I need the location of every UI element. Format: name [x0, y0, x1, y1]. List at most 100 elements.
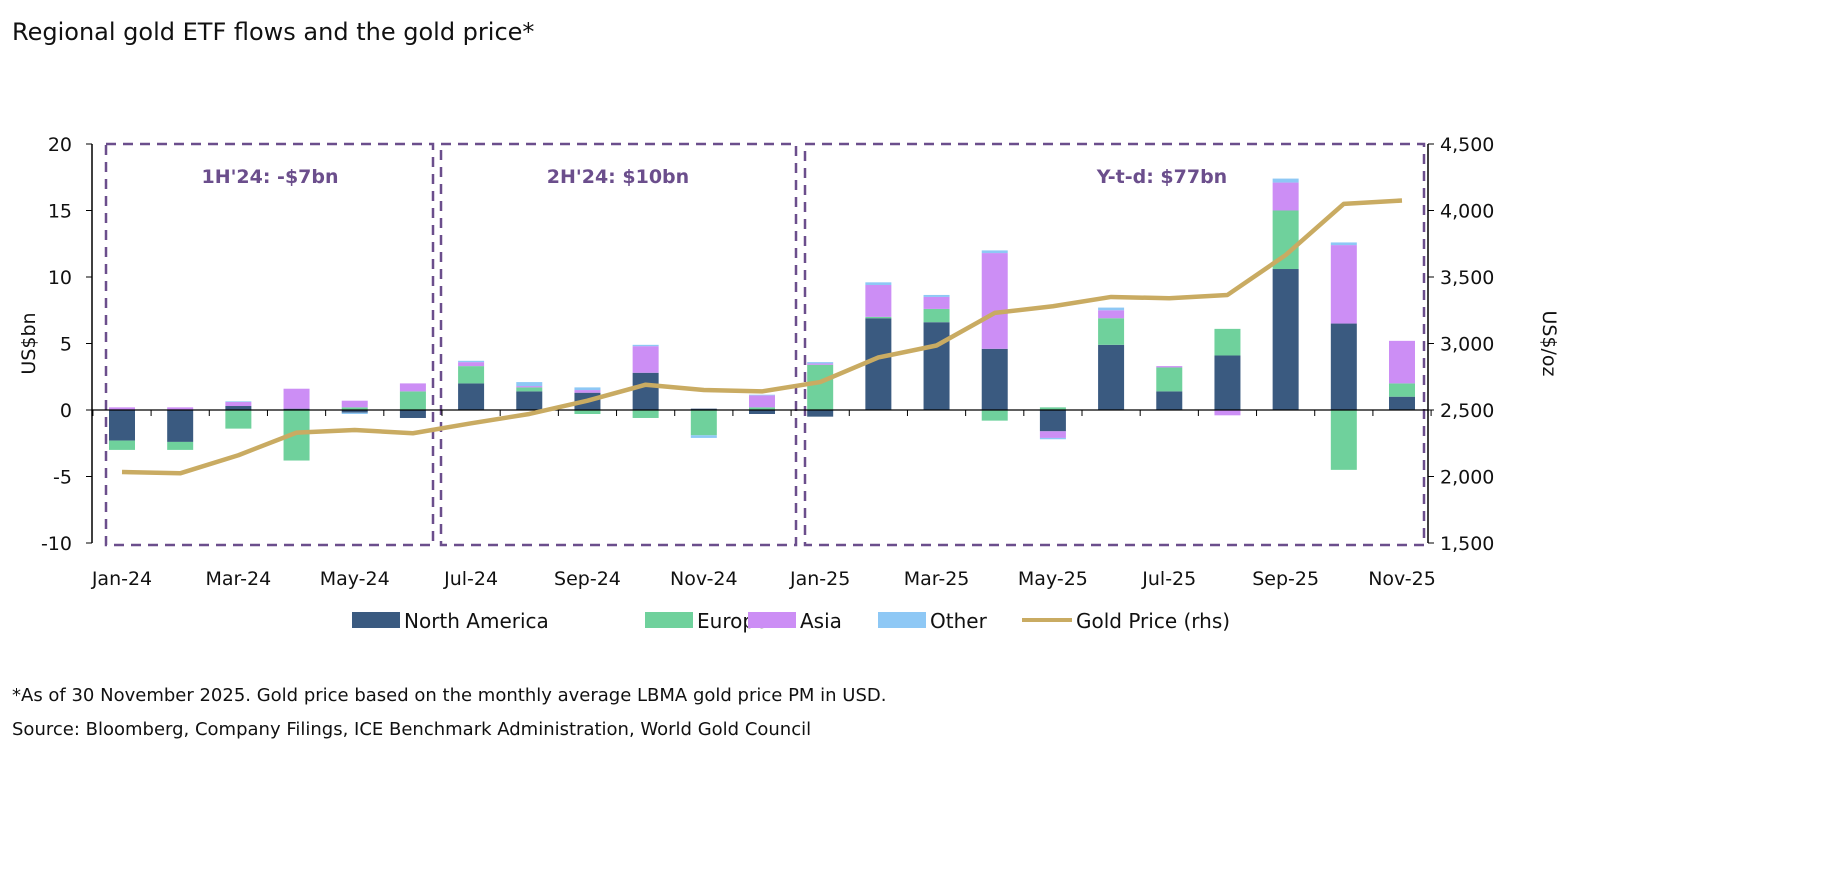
bar-north-america: [109, 410, 135, 441]
bar-other: [632, 344, 659, 347]
y-axis-label: US$bn: [18, 312, 40, 374]
bar-asia: [807, 363, 834, 365]
x-tick-label: Jan-24: [91, 568, 152, 590]
bar-other: [865, 282, 892, 285]
gold-price-line: [121, 198, 1403, 476]
bar-north-america: [749, 410, 775, 414]
bar-north-america: [225, 406, 252, 410]
bar-europe: [167, 441, 194, 450]
bar-europe: [690, 410, 717, 436]
bar-asia: [865, 284, 892, 317]
bar-europe: [1098, 318, 1125, 345]
bar-europe: [981, 410, 1008, 421]
bar-asia: [341, 400, 368, 408]
y2-tick-label: 3,500: [1440, 267, 1494, 289]
y2-tick-label: 1,500: [1440, 533, 1494, 555]
bar-europe: [109, 440, 135, 450]
bar-asia: [1098, 310, 1125, 319]
bar-asia: [1330, 245, 1357, 324]
y-tick-label: -5: [53, 467, 72, 489]
bar-europe: [341, 407, 368, 410]
bar-other: [458, 360, 485, 363]
bar-europe: [574, 410, 601, 414]
y-tick-label: 10: [48, 267, 72, 289]
y2-tick-label: 4,500: [1440, 134, 1494, 156]
x-tick-label: Nov-25: [1368, 568, 1436, 590]
bar-europe: [807, 364, 834, 410]
bar-asia: [1039, 431, 1066, 438]
bar-asia: [1156, 366, 1183, 368]
bar-other: [807, 362, 834, 364]
bar-europe: [865, 316, 892, 319]
bar-asia: [632, 346, 659, 373]
bar-north-america: [690, 408, 717, 410]
bar-other: [749, 394, 775, 396]
y-tick-label: 0: [60, 400, 72, 422]
bar-asia: [458, 362, 485, 367]
bar-asia: [167, 407, 194, 410]
x-tick-label: May-24: [320, 568, 390, 590]
bar-north-america: [1214, 355, 1241, 410]
bar-north-america: [458, 383, 485, 410]
bar-north-america: [399, 410, 426, 418]
bar-asia: [749, 395, 775, 408]
bar-europe: [749, 407, 775, 410]
x-tick-label: Sep-25: [1252, 568, 1319, 590]
bar-other: [341, 412, 368, 414]
legend-swatch: [352, 612, 400, 628]
bar-asia: [1272, 182, 1299, 211]
footnote: *As of 30 November 2025. Gold price base…: [12, 685, 887, 706]
period-box: [439, 142, 798, 547]
legend-swatch: [645, 612, 693, 628]
bar-europe: [1039, 407, 1066, 410]
bar-europe: [1214, 328, 1241, 356]
bar-asia: [574, 390, 601, 393]
bar-other: [923, 294, 950, 297]
bar-north-america: [1156, 391, 1183, 410]
bar-north-america: [807, 410, 834, 417]
bar-europe: [516, 387, 543, 392]
period-box: [803, 142, 1426, 547]
bar-north-america: [341, 410, 368, 413]
bar-north-america: [1098, 344, 1125, 410]
bar-asia: [1389, 340, 1415, 384]
bar-europe: [1156, 367, 1183, 392]
period-annotation: Y-t-d: $77bn: [1096, 166, 1227, 188]
y-tick-label: -10: [41, 533, 72, 555]
legend-label: Gold Price (rhs): [1076, 609, 1230, 633]
bar-north-america: [167, 410, 194, 442]
y2-axis-label: US$/oz: [1538, 310, 1560, 376]
bar-north-america: [981, 348, 1008, 410]
y2-tick-label: 4,000: [1440, 201, 1494, 223]
period-box: [104, 142, 435, 547]
bar-europe: [1330, 410, 1357, 470]
legend-label: Asia: [800, 609, 842, 633]
bar-asia: [1214, 410, 1241, 416]
bar-asia: [516, 386, 543, 388]
bar-asia: [283, 388, 310, 409]
bar-north-america: [1330, 323, 1357, 410]
legend-label: North America: [404, 609, 549, 633]
y-tick-label: 5: [60, 334, 72, 356]
bar-north-america: [1389, 396, 1415, 410]
x-tick-label: Jul-25: [1141, 568, 1196, 590]
bar-north-america: [1039, 410, 1066, 432]
bar-europe: [1389, 383, 1415, 397]
bar-asia: [109, 407, 135, 410]
bar-other: [1039, 437, 1066, 440]
bar-asia: [923, 296, 950, 309]
bar-other: [225, 401, 252, 403]
period-annotation: 2H'24: $10bn: [547, 166, 689, 188]
bar-europe: [632, 410, 659, 418]
bar-other: [690, 435, 717, 438]
bar-other: [1098, 307, 1125, 311]
x-tick-label: Mar-25: [904, 568, 970, 590]
legend-swatch: [748, 612, 796, 628]
bar-north-america: [865, 318, 892, 410]
period-annotation: 1H'24: -$7bn: [201, 166, 338, 188]
x-tick-label: Mar-24: [206, 568, 272, 590]
x-tick-label: Sep-24: [554, 568, 621, 590]
y-tick-label: 15: [48, 201, 72, 223]
source-note: Source: Bloomberg, Company Filings, ICE …: [12, 719, 812, 740]
